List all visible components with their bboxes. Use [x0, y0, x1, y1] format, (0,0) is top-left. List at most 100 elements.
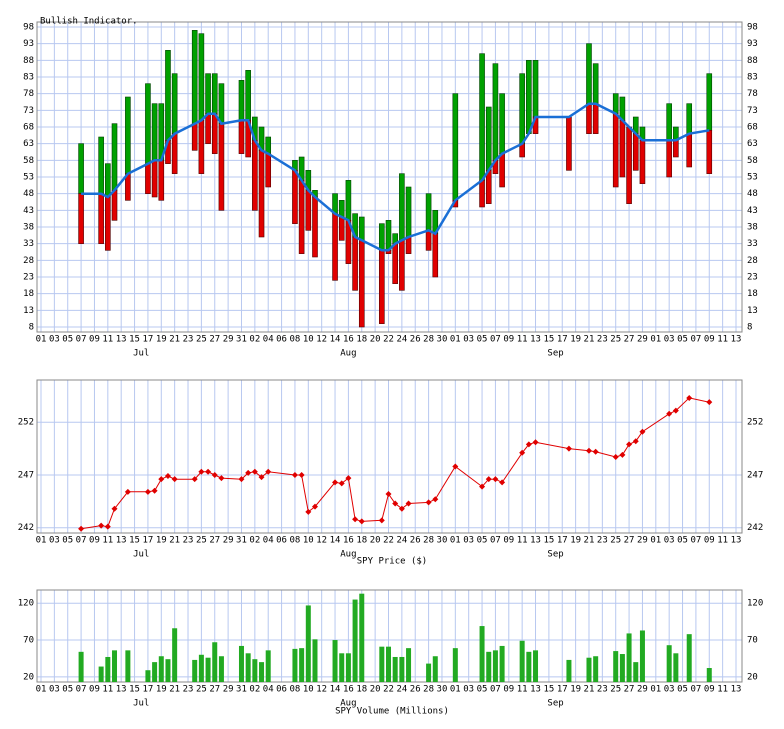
y-tick-label: 28: [747, 256, 758, 266]
x-tick-label: 17: [143, 685, 154, 695]
price-marker: [144, 488, 151, 495]
x-tick-label: 07: [490, 536, 501, 546]
price-marker: [485, 476, 492, 483]
x-tick-label: 18: [356, 685, 367, 695]
y-tick-label: 33: [23, 239, 34, 249]
y-tick-label: 20: [747, 672, 758, 682]
x-tick-label: 16: [343, 685, 354, 695]
price-marker: [565, 445, 572, 452]
price-marker: [111, 505, 118, 512]
price-line: [81, 397, 710, 530]
price-marker: [706, 399, 713, 406]
y-tick-label: 13: [23, 306, 34, 316]
volume-bar: [198, 654, 204, 682]
up-bar: [485, 106, 492, 171]
down-bar: [392, 243, 398, 284]
down-bar: [158, 160, 165, 201]
up-bar: [385, 220, 392, 251]
volume-bar: [533, 650, 539, 682]
x-tick-label: 24: [396, 685, 407, 695]
x-tick-label: 25: [196, 335, 207, 345]
volume-bar: [359, 593, 365, 682]
y-tick-label: 18: [23, 289, 34, 299]
x-tick-label: 05: [477, 335, 488, 345]
volume-bar: [566, 659, 572, 682]
x-tick-label: 07: [690, 536, 701, 546]
price-marker: [639, 428, 646, 435]
y-tick-label: 252: [18, 418, 34, 428]
y-tick-label: 88: [747, 56, 758, 66]
x-tick-label: 09: [704, 536, 715, 546]
x-tick-label: 12: [316, 536, 327, 546]
price-marker: [398, 505, 405, 512]
price-marker: [672, 407, 679, 414]
price-marker: [425, 499, 432, 506]
x-tick-label: 05: [477, 536, 488, 546]
x-tick-label: 11: [102, 536, 113, 546]
x-tick-label: 03: [664, 335, 675, 345]
down-bar: [292, 170, 298, 224]
x-tick-label: 07: [490, 335, 501, 345]
month-label: Jul: [133, 550, 149, 560]
volume-bar: [152, 662, 158, 682]
price-marker: [666, 410, 673, 417]
volume-bar: [492, 650, 498, 682]
y-tick-label: 20: [23, 672, 34, 682]
x-tick-label: 05: [62, 335, 73, 345]
volume-bar: [339, 653, 345, 682]
month-label: Jul: [133, 699, 149, 709]
x-tick-label: 20: [370, 335, 381, 345]
price-marker: [479, 483, 486, 490]
x-tick-label: 09: [503, 685, 514, 695]
down-bar: [78, 193, 84, 244]
down-bar: [352, 236, 358, 291]
price-marker: [211, 471, 218, 478]
volume-bar: [252, 659, 258, 682]
x-tick-label: 19: [570, 685, 581, 695]
y-tick-label: 247: [747, 470, 763, 480]
y-tick-label: 78: [747, 89, 758, 99]
down-bar: [98, 193, 104, 244]
down-bar: [626, 126, 632, 204]
y-tick-label: 48: [23, 189, 34, 199]
x-tick-label: 16: [343, 335, 354, 345]
x-tick-label: 02: [249, 685, 260, 695]
x-tick-label: 27: [624, 536, 635, 546]
down-bar: [305, 190, 312, 231]
price-marker: [626, 441, 633, 448]
y-tick-label: 53: [23, 173, 34, 183]
x-tick-label: 21: [169, 335, 180, 345]
plot-frame: [36, 21, 743, 333]
x-tick-label: 11: [517, 685, 528, 695]
x-tick-label: 15: [543, 685, 554, 695]
y-tick-label: 242: [747, 523, 763, 533]
down-bar: [586, 103, 592, 134]
x-tick-label: 09: [89, 536, 100, 546]
x-tick-label: 26: [410, 536, 421, 546]
x-tick-label: 09: [704, 335, 715, 345]
x-tick-label: 23: [183, 536, 194, 546]
volume-bar: [519, 640, 525, 682]
x-tick-label: 27: [209, 335, 220, 345]
x-tick-label: 12: [316, 685, 327, 695]
price-marker: [338, 480, 345, 487]
y-tick-label: 93: [23, 39, 34, 49]
down-bar: [238, 120, 245, 154]
x-tick-label: 07: [76, 685, 87, 695]
y-tick-label: 23: [23, 273, 34, 283]
x-tick-label: 14: [330, 536, 341, 546]
x-tick-label: 29: [637, 685, 648, 695]
up-bar: [592, 63, 599, 104]
down-bar: [485, 170, 492, 204]
volume-bar: [392, 656, 398, 682]
price-marker: [158, 476, 165, 483]
price-marker: [405, 500, 412, 507]
x-tick-label: 03: [49, 335, 60, 345]
x-tick-label: 15: [129, 536, 140, 546]
x-tick-label: 01: [36, 335, 47, 345]
up-bar: [405, 186, 412, 238]
volume-bar: [619, 654, 625, 682]
volume-bar: [452, 648, 458, 682]
price-marker: [291, 471, 298, 478]
x-tick-label: 16: [343, 536, 354, 546]
